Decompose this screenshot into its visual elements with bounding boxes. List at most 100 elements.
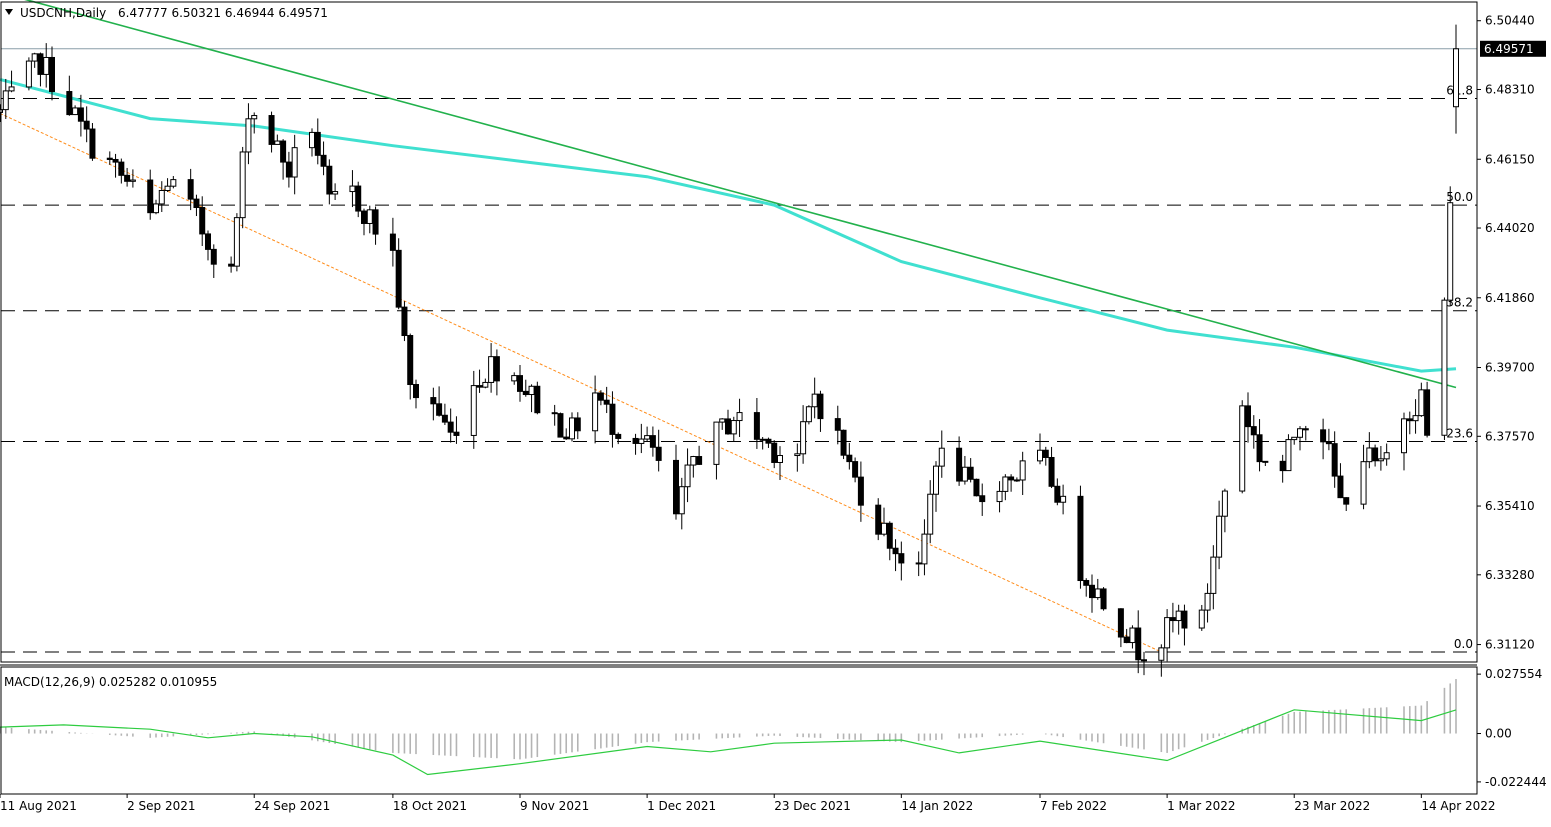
price-axis-label: 6.46150 [1485,152,1535,166]
candle-body [678,486,685,515]
candle-body [493,356,500,382]
candle-body [251,115,258,120]
candle-body [649,435,656,448]
candle-body [2,90,9,111]
candle-body [413,384,419,399]
candle-body [1083,580,1090,586]
fibonacci-levels: 61.850.038.223.60.0 [1,84,1477,653]
price-axis-label: 6.44020 [1485,221,1535,235]
candle-body [1447,202,1454,301]
current-price-label: 6.49571 [1484,42,1534,56]
candle-body [1320,429,1327,443]
candle-body [332,191,339,195]
candle-body [124,174,131,182]
candle-body [1117,608,1124,638]
candle-body [1013,479,1020,482]
candle-body [228,263,235,267]
candle-body [574,417,581,432]
candle-body [1453,48,1459,108]
candle-body [875,504,882,535]
candle-body [1360,461,1367,505]
moving-average-line [0,78,1457,373]
candle-body [470,385,477,436]
date-axis-label: 7 Feb 2022 [1040,799,1107,813]
candle-body [389,233,396,251]
candle-body [280,140,287,163]
candle-body [407,335,414,386]
candle-body [655,446,662,461]
candle-body [1094,588,1101,599]
candle-body [1210,556,1217,594]
macd-panel [0,679,1457,776]
candle-body [1164,617,1171,649]
candle-body [597,392,604,401]
candle-body [1331,443,1338,477]
candle-body [1412,415,1419,422]
date-axis-label: 14 Jan 2022 [901,799,973,813]
candle-body [268,115,275,145]
candle-body [1250,426,1257,436]
candle-body [8,86,15,92]
price-axis-label: 6.31120 [1485,638,1535,652]
date-axis-label: 18 Oct 2021 [393,799,467,813]
candle-body [1291,436,1298,441]
downtrend-line [24,0,1457,389]
candle-body [476,385,483,388]
candle-body [245,118,252,153]
candle-body [1221,490,1228,517]
price-axis-label: 6.33280 [1485,568,1535,582]
candle-body [719,418,726,423]
price-axis-label: 6.48310 [1485,83,1535,97]
price-axis-label: 6.41860 [1485,291,1535,305]
macd-signal-line [0,709,1457,776]
candle-body [1008,476,1015,481]
price-axis-label: 6.37570 [1485,429,1535,443]
candle-body [834,418,841,431]
candle-body [158,190,165,205]
candle-body [753,412,760,440]
candle-body [314,131,321,156]
candle-body [147,179,154,214]
candle-body [43,56,50,75]
candle-body [1169,617,1176,622]
candle-body [1181,610,1188,629]
candle-body [72,107,79,116]
candle-body [436,403,443,416]
candle-body [967,466,974,480]
candle-body [730,420,737,435]
date-axis-label: 11 Aug 2021 [0,799,77,813]
candle-body [66,91,73,116]
candle-body [430,397,437,405]
candle-body [355,185,362,212]
candle-body [488,356,495,383]
candle-body [933,465,939,495]
candle-body [1285,439,1292,472]
candle-body [638,438,645,444]
dropdown-triangle-icon [5,9,13,15]
candle-body [713,421,720,465]
candle-body [274,140,281,145]
candle-body [1204,592,1211,611]
ohlc-header: 6.47777 6.50321 6.46944 6.49571 [118,6,328,20]
candle-body [979,495,986,503]
candle-body [1279,460,1286,472]
candle-body [1048,456,1055,487]
candle-body [1175,610,1182,622]
fibonacci-level-label: 23.6 [1446,426,1473,440]
macd-axis-label: 0.027554 [1485,667,1542,681]
candle-body [395,249,402,308]
candle-body [609,403,616,435]
candle-body [1089,584,1095,599]
symbol-header: USDCNH,Daily [20,6,106,20]
candle-body [927,493,934,535]
date-axis-label: 23 Mar 2022 [1294,799,1370,813]
candle-body [1100,588,1107,610]
candle-body [1060,495,1067,503]
candle-body [1054,485,1061,503]
candle-body [805,406,812,423]
candle-body [482,381,489,388]
fibonacci-level-label: 50.0 [1446,190,1473,204]
candle-body [170,179,177,187]
candle-body [1019,460,1026,481]
candle-body [291,147,298,178]
